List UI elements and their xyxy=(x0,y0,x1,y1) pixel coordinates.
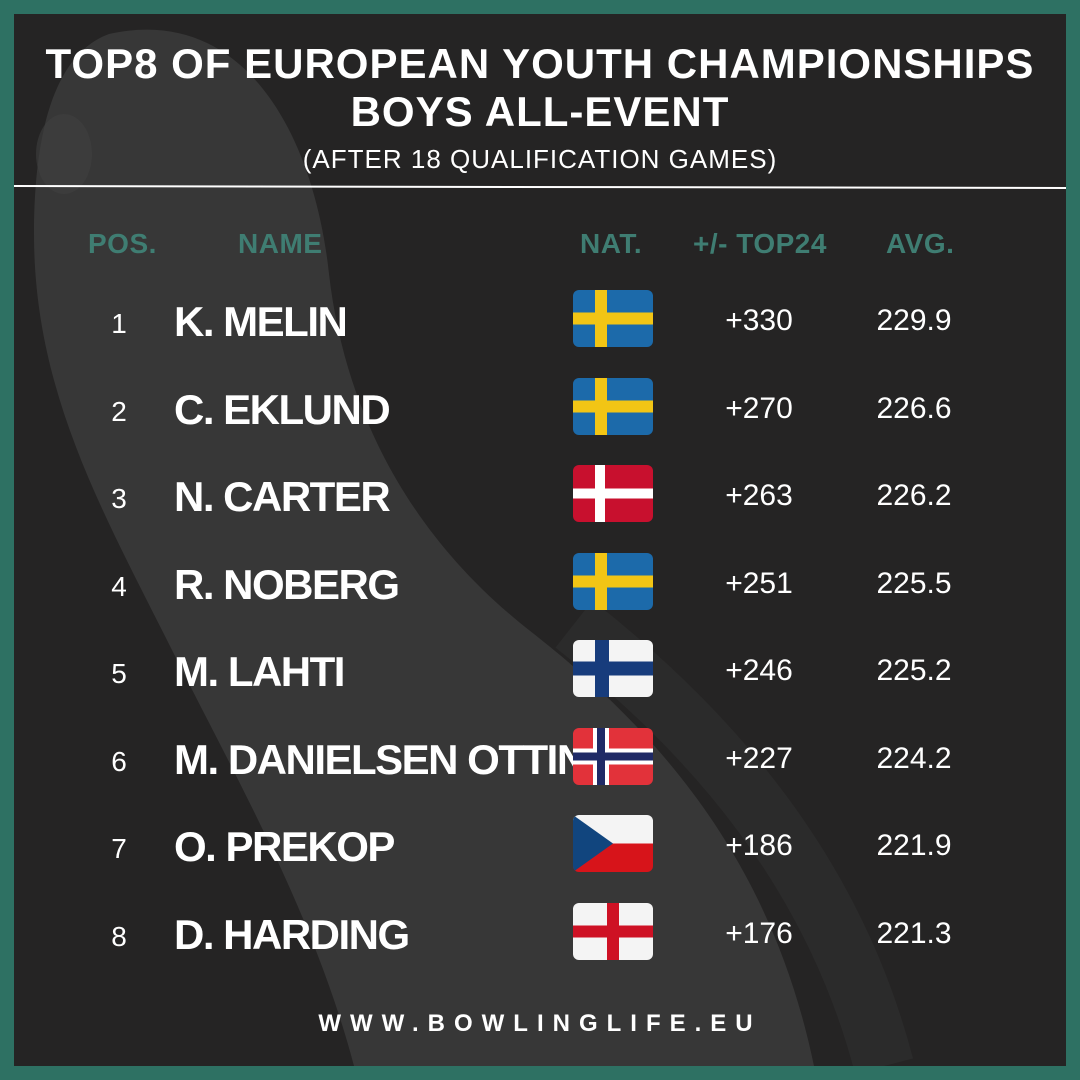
row-diff-top24: +270 xyxy=(725,391,793,425)
sweden-flag-icon xyxy=(573,552,653,610)
row-player-name: M. LAHTI xyxy=(174,648,345,695)
czech-flag-icon xyxy=(573,815,653,872)
header-pos: POS. xyxy=(88,228,157,259)
row-average: 225.2 xyxy=(876,654,952,687)
title-divider xyxy=(14,185,1066,189)
row-player-name: R. NOBERG xyxy=(174,560,400,608)
row-player-name: D. HARDING xyxy=(174,910,410,958)
row-player-name: M. DANIELSEN OTTING xyxy=(174,735,618,783)
table-row: 2 C. EKLUND +270 226.6 xyxy=(14,372,1066,452)
row-player-name: O. PREKOP xyxy=(174,823,395,870)
row-position: 6 xyxy=(111,745,127,777)
row-average: 225.5 xyxy=(876,566,952,600)
table-row: 1 K. MELIN +330 229.9 xyxy=(14,284,1066,364)
page-subtitle: BOYS ALL-EVENT xyxy=(350,88,730,135)
row-average: 229.9 xyxy=(876,304,952,337)
row-average: 226.2 xyxy=(876,479,952,512)
row-position: 4 xyxy=(111,570,127,602)
header-avg: AVG. xyxy=(886,228,955,259)
row-average: 224.2 xyxy=(876,741,952,775)
row-position: 3 xyxy=(111,483,127,514)
standings-panel: TOP8 OF EUROPEAN YOUTH CHAMPIONSHIPS BOY… xyxy=(14,14,1066,1066)
page-title: TOP8 OF EUROPEAN YOUTH CHAMPIONSHIPS xyxy=(45,40,1035,87)
sweden-flag-icon xyxy=(573,290,653,347)
row-diff-top24: +176 xyxy=(725,916,793,950)
denmark-flag-icon xyxy=(573,465,653,522)
row-position: 5 xyxy=(111,658,127,689)
header-diff-top24: +/- TOP24 xyxy=(693,228,827,259)
row-diff-top24: +263 xyxy=(725,479,793,512)
row-diff-top24: +227 xyxy=(725,741,793,775)
norway-flag-icon xyxy=(573,727,653,785)
table-row: 8 D. HARDING +176 221.3 xyxy=(14,897,1066,977)
table-row: 7 O. PREKOP +186 221.9 xyxy=(14,809,1066,889)
header-name: NAME xyxy=(238,228,323,259)
row-player-name: C. EKLUND xyxy=(174,385,391,433)
row-player-name: N. CARTER xyxy=(174,473,391,520)
page-note: (AFTER 18 QUALIFICATION GAMES) xyxy=(302,144,778,174)
row-diff-top24: +251 xyxy=(725,566,793,600)
table-row: 5 M. LAHTI +246 225.2 xyxy=(14,634,1066,714)
row-position: 7 xyxy=(111,833,127,864)
row-diff-top24: +186 xyxy=(725,829,793,862)
header-nat: NAT. xyxy=(580,228,643,259)
row-position: 1 xyxy=(111,308,127,339)
row-average: 226.6 xyxy=(876,391,952,425)
table-row: 6 M. DANIELSEN OTTING +227 224.2 xyxy=(14,722,1066,802)
england-flag-icon xyxy=(573,902,653,960)
row-position: 2 xyxy=(111,395,127,427)
website-footer: WWW.BOWLINGLIFE.EU xyxy=(318,1010,762,1037)
finland-flag-icon xyxy=(573,640,653,697)
row-average: 221.9 xyxy=(876,829,952,862)
row-average: 221.3 xyxy=(876,916,952,950)
row-diff-top24: +246 xyxy=(725,654,793,687)
row-position: 8 xyxy=(111,920,127,952)
row-diff-top24: +330 xyxy=(725,304,793,337)
row-player-name: K. MELIN xyxy=(174,298,348,345)
sweden-flag-icon xyxy=(573,377,653,435)
table-row: 3 N. CARTER +263 226.2 xyxy=(14,459,1066,539)
table-row: 4 R. NOBERG +251 225.5 xyxy=(14,547,1066,627)
